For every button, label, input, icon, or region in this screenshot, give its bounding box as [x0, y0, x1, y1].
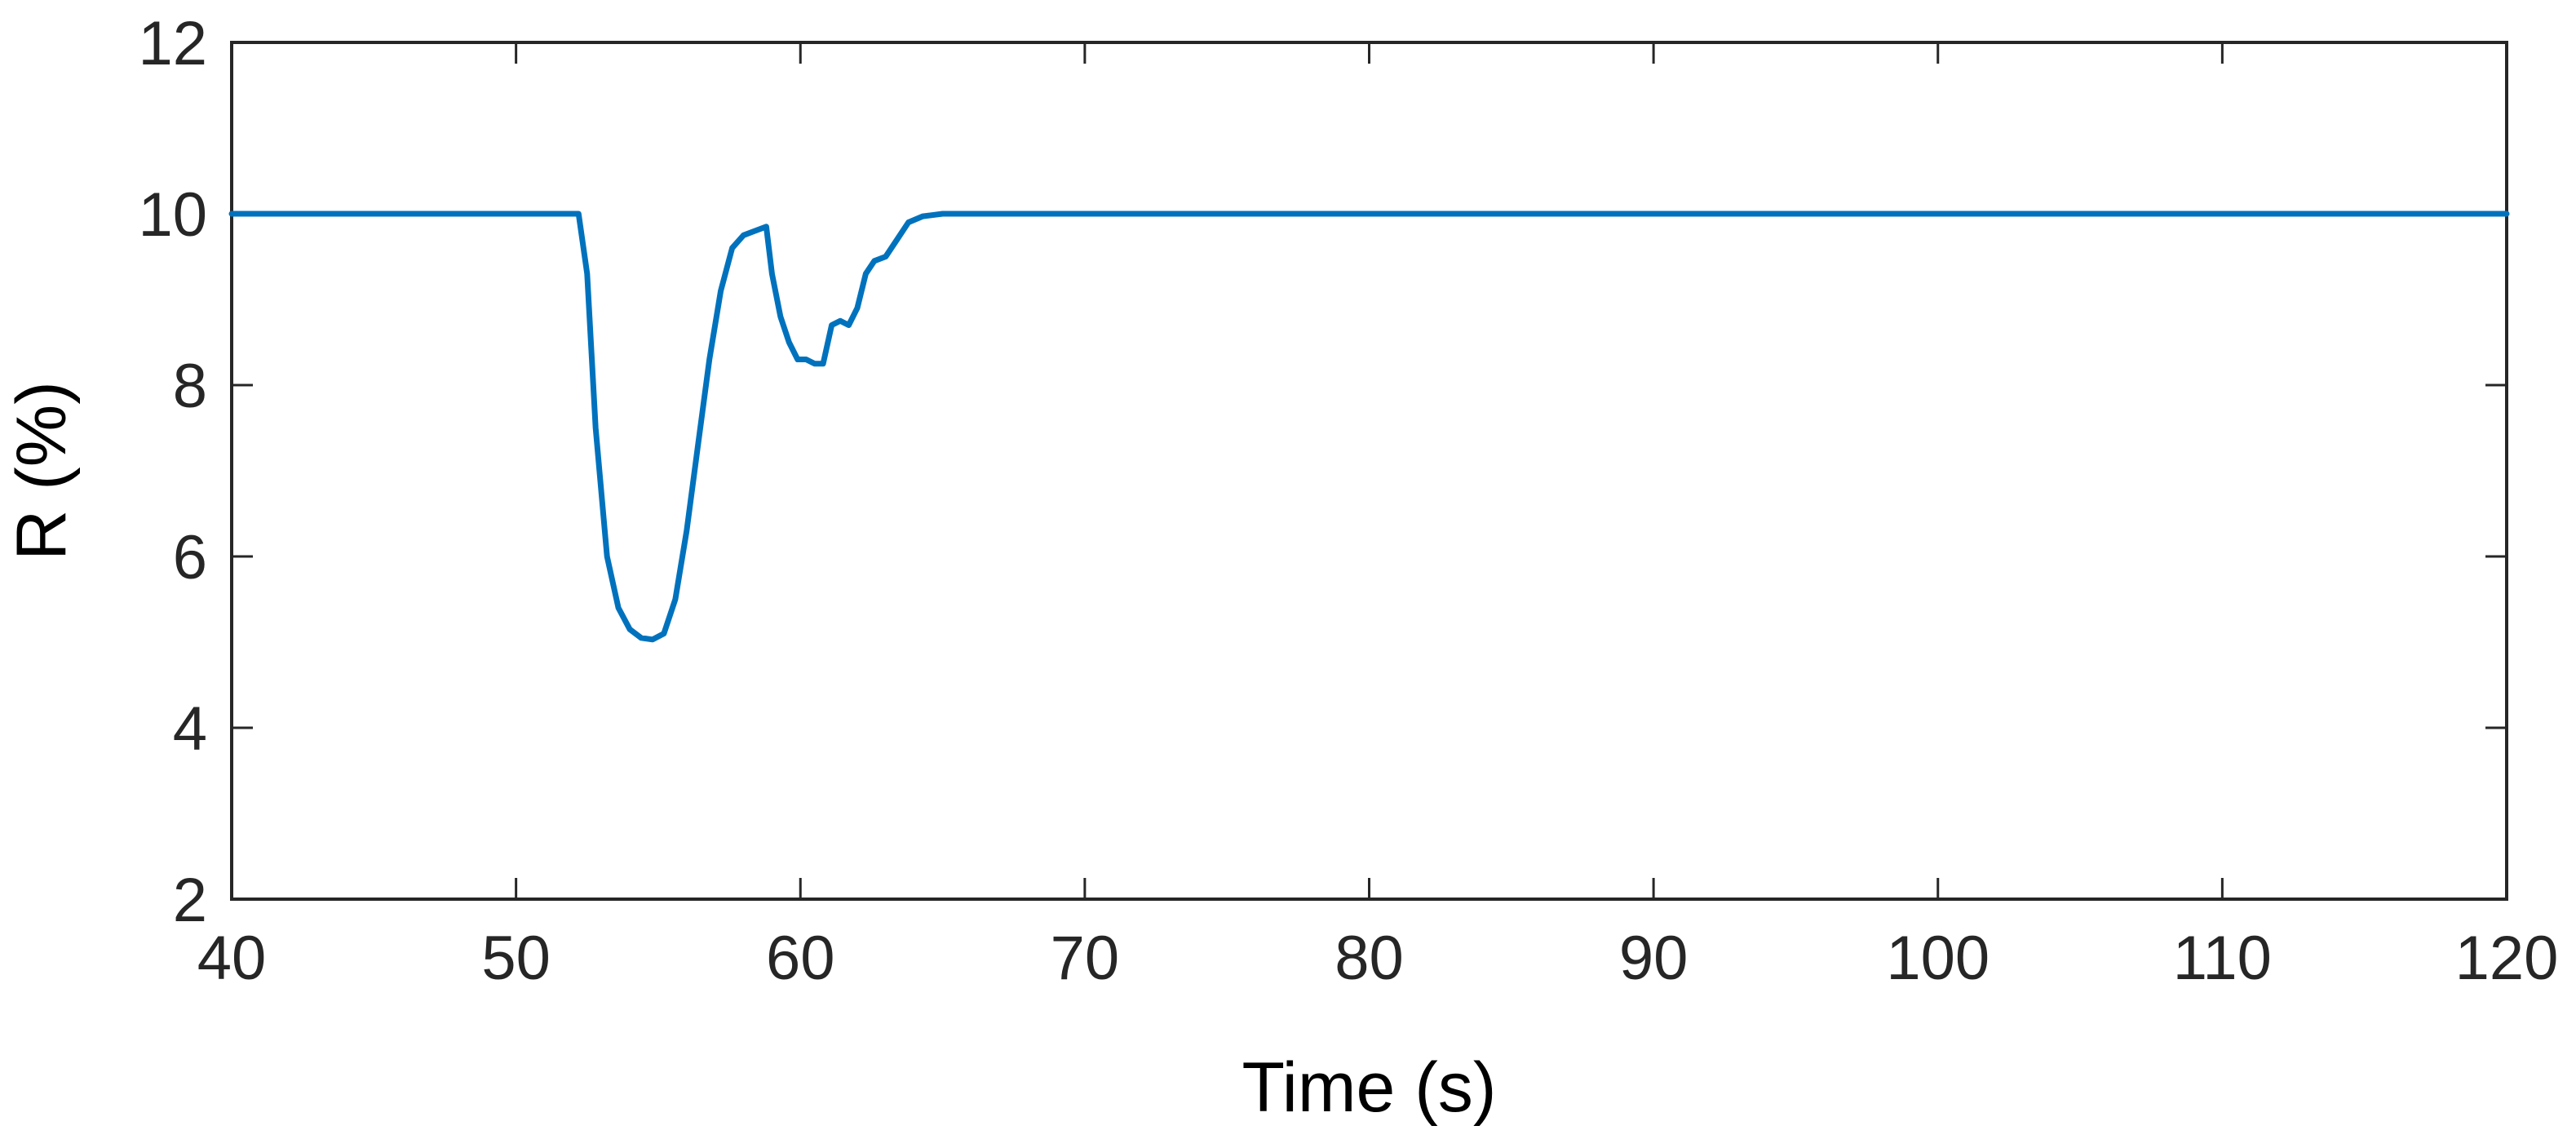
y-tick-label: 4	[173, 694, 207, 764]
y-axis-title: R (%)	[2, 381, 81, 561]
x-axis-ticks: 40 50 60 70 80 90 100 110 120	[197, 42, 2559, 993]
y-tick-label: 6	[173, 523, 207, 592]
x-tick-label: 70	[1051, 924, 1120, 993]
y-tick-label: 8	[173, 352, 207, 421]
x-tick-label: 60	[766, 924, 835, 993]
y-tick-label: 2	[173, 866, 207, 935]
series-line-0	[228, 211, 2510, 643]
x-tick-label: 100	[1886, 924, 1990, 993]
x-tick-label: 120	[2455, 924, 2559, 993]
x-tick-label: 40	[197, 924, 267, 993]
x-tick-label: 110	[2173, 924, 2272, 993]
y-tick-label: 10	[138, 180, 207, 250]
x-tick-label: 80	[1334, 924, 1404, 993]
y-axis-ticks: 2 4 6 8 10 12	[138, 9, 2507, 935]
x-tick-label: 90	[1619, 924, 1689, 993]
series-layer	[228, 211, 2510, 643]
y-tick-label: 12	[138, 9, 207, 78]
x-tick-label: 50	[481, 924, 551, 993]
x-axis-title: Time (s)	[1242, 1048, 1496, 1127]
